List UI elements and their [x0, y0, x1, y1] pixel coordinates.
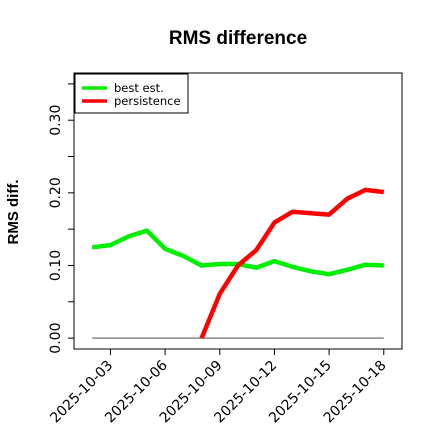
y-tick-label: 0.10	[48, 250, 64, 281]
axes: 2025-10-032025-10-062025-10-092025-10-12…	[47, 83, 390, 426]
series-lines	[91, 187, 385, 339]
y-tick-label: 0.20	[48, 177, 64, 208]
legend-box	[74, 73, 189, 114]
series-line-persistence	[199, 187, 385, 339]
y-axis-label: RMS diff.	[5, 180, 22, 245]
legend: best est. persistence	[74, 73, 189, 114]
legend-label-best-est: best est.	[114, 81, 164, 95]
y-tick-label: 0.30	[48, 105, 64, 136]
y-tick-label: 0.00	[48, 323, 64, 354]
plot-frame	[73, 72, 403, 350]
legend-label-persistence: persistence	[114, 94, 181, 108]
chart-title: RMS difference	[169, 28, 307, 49]
